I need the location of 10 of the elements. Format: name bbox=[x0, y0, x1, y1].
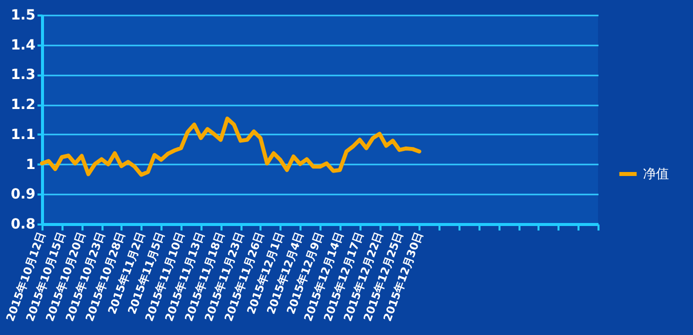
y-tick-label: 1.4 bbox=[10, 37, 36, 54]
y-tick-label: 1.3 bbox=[10, 67, 36, 84]
y-tick-label: 0.9 bbox=[10, 186, 36, 203]
legend-label: 净值 bbox=[643, 167, 669, 182]
y-tick-label: 1.2 bbox=[10, 97, 36, 114]
y-tick-label: 1 bbox=[26, 156, 36, 173]
line-series bbox=[40, 116, 422, 177]
y-tick-label: 0.8 bbox=[10, 216, 36, 232]
y-tick-label: 1.1 bbox=[10, 126, 36, 143]
y-tick-label: 1.5 bbox=[10, 8, 36, 24]
